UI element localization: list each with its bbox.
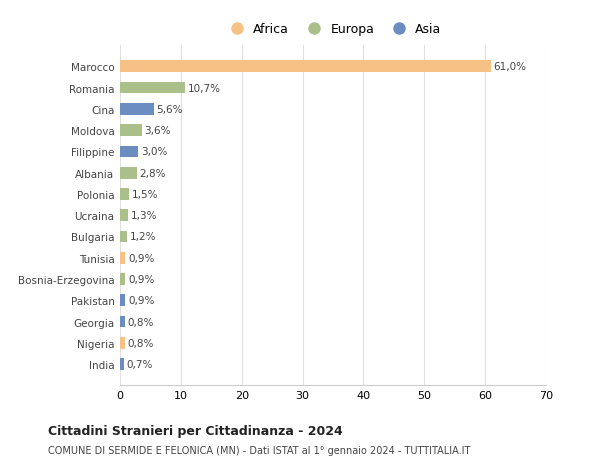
Text: 1,2%: 1,2%: [130, 232, 156, 242]
Bar: [120, 104, 154, 116]
Text: 0,9%: 0,9%: [128, 274, 154, 285]
Text: 0,8%: 0,8%: [127, 317, 154, 327]
Text: 3,0%: 3,0%: [140, 147, 167, 157]
Bar: [120, 295, 125, 307]
Text: 1,5%: 1,5%: [131, 190, 158, 200]
Text: 5,6%: 5,6%: [157, 105, 183, 115]
Text: 10,7%: 10,7%: [188, 84, 221, 93]
Bar: [120, 316, 125, 328]
Bar: [120, 231, 127, 243]
Text: 61,0%: 61,0%: [494, 62, 527, 72]
Legend: Africa, Europa, Asia: Africa, Europa, Asia: [220, 18, 446, 41]
Bar: [120, 189, 129, 200]
Text: Cittadini Stranieri per Cittadinanza - 2024: Cittadini Stranieri per Cittadinanza - 2…: [48, 425, 343, 437]
Text: 0,8%: 0,8%: [127, 338, 154, 348]
Bar: [120, 83, 185, 94]
Bar: [120, 168, 137, 179]
Bar: [120, 125, 142, 137]
Text: 0,9%: 0,9%: [128, 296, 154, 306]
Text: 2,8%: 2,8%: [139, 168, 166, 178]
Text: 3,6%: 3,6%: [145, 126, 171, 136]
Bar: [120, 274, 125, 285]
Text: COMUNE DI SERMIDE E FELONICA (MN) - Dati ISTAT al 1° gennaio 2024 - TUTTITALIA.I: COMUNE DI SERMIDE E FELONICA (MN) - Dati…: [48, 445, 470, 455]
Bar: [120, 337, 125, 349]
Bar: [120, 358, 124, 370]
Bar: [120, 252, 125, 264]
Text: 0,9%: 0,9%: [128, 253, 154, 263]
Bar: [120, 146, 138, 158]
Text: 0,7%: 0,7%: [127, 359, 153, 369]
Text: 1,3%: 1,3%: [130, 211, 157, 221]
Bar: [120, 210, 128, 222]
Bar: [120, 62, 491, 73]
